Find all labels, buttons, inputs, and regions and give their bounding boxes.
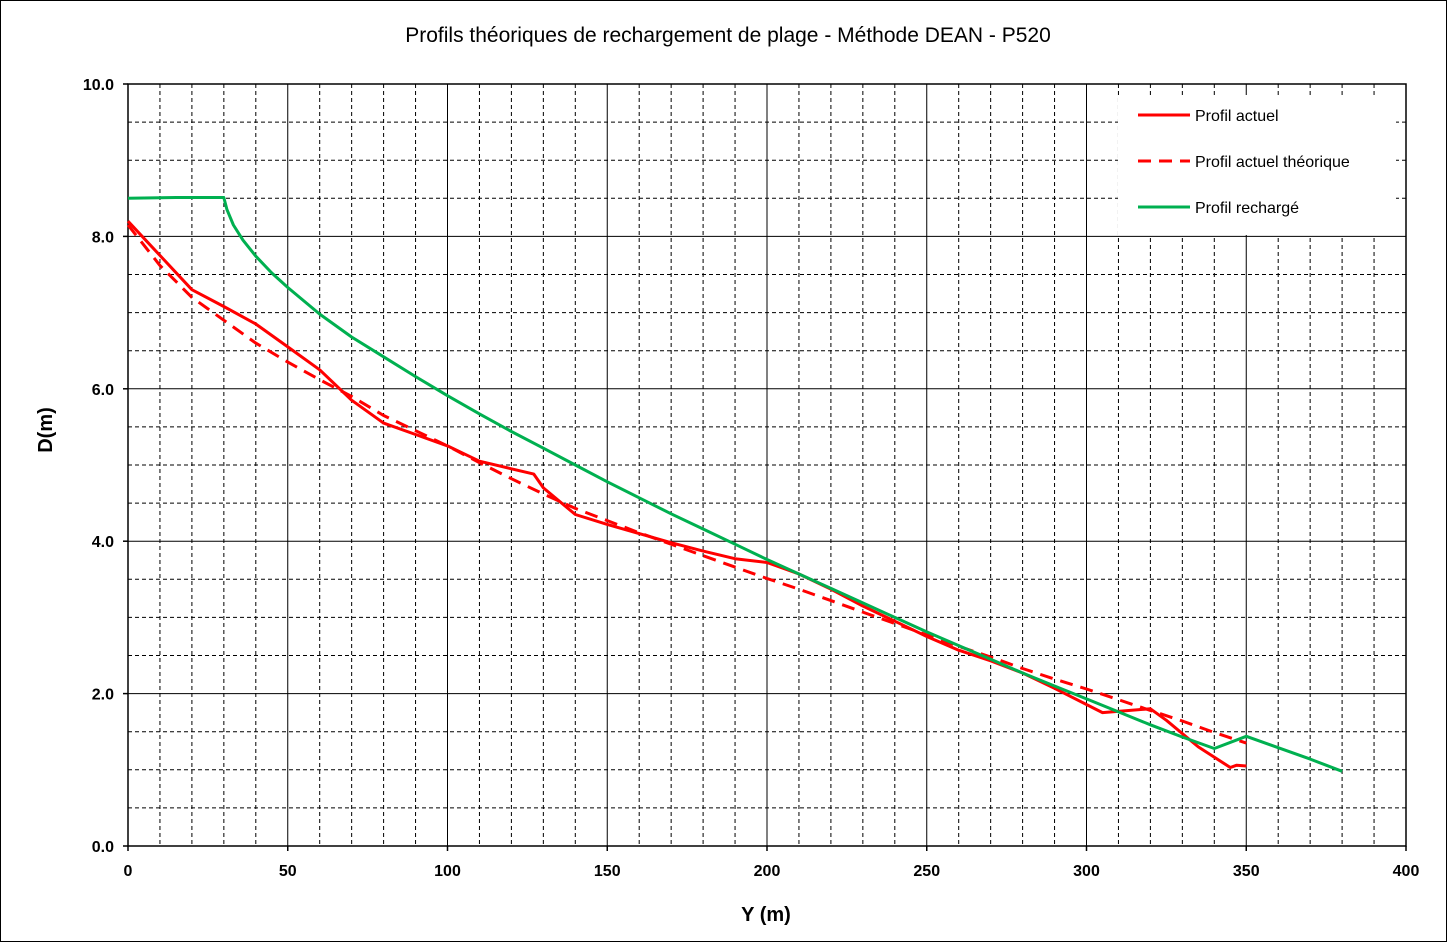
- x-tick-label: 100: [434, 863, 461, 880]
- x-tick-label: 150: [594, 863, 621, 880]
- x-axis-label: Y (m): [741, 904, 791, 926]
- legend: Profil actuel Profil actuel théorique Prof…: [1118, 95, 1396, 235]
- y-tick-label: 4.0: [92, 534, 114, 551]
- y-tick-label: 10.0: [83, 77, 114, 94]
- y-tick-label: 2.0: [92, 687, 114, 704]
- y-tick-label: 8.0: [92, 229, 114, 246]
- legend-label: Profil actuel théorique: [1195, 154, 1350, 171]
- axes: [123, 83, 1407, 851]
- series-lines: [126, 196, 1343, 773]
- x-tick-label: 400: [1393, 863, 1420, 880]
- chart-title: Profils théoriques de rechargement de pl…: [405, 24, 1051, 47]
- tick-labels: 0 50 100 150 200 250 300 350 400 0.0 2.0 4.0 6.0 8.0 1…: [83, 77, 1420, 880]
- series-line-2: [126, 224, 1247, 745]
- legend-box: [1118, 95, 1396, 235]
- x-tick-label: 300: [1073, 863, 1100, 880]
- x-tick-label: 200: [754, 863, 781, 880]
- legend-label: Profil actuel: [1195, 108, 1279, 125]
- legend-label: Profil rechargé: [1195, 200, 1299, 217]
- y-axis-label: D(m): [35, 407, 57, 453]
- x-tick-label: 350: [1233, 863, 1260, 880]
- y-tick-label: 6.0: [92, 382, 114, 399]
- series-line-3: [127, 196, 1343, 773]
- series-line-1: [126, 220, 1247, 769]
- x-tick-label: 250: [913, 863, 940, 880]
- y-tick-label: 0.0: [92, 839, 114, 856]
- x-tick-label: 0: [124, 863, 133, 880]
- x-tick-label: 50: [279, 863, 297, 880]
